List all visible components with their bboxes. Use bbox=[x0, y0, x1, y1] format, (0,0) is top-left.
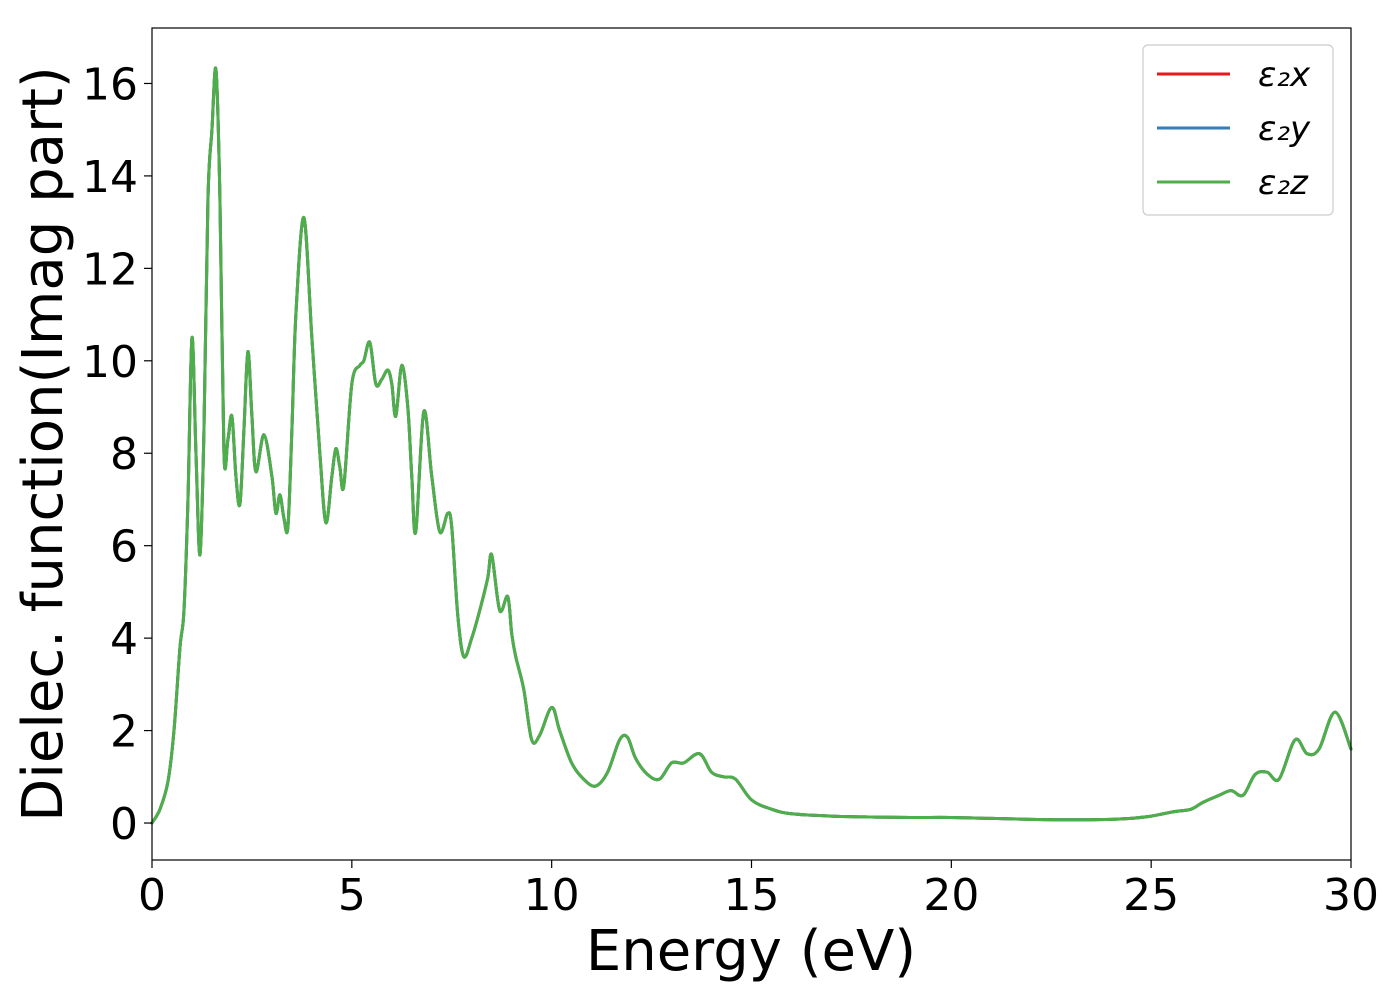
y-tick-label: 8 bbox=[110, 429, 138, 480]
legend: ε₂x ε₂y ε₂z bbox=[1142, 44, 1334, 216]
x-axis-label: Energy (eV) bbox=[586, 919, 916, 984]
x-axis: 0 5 10 15 20 25 30 bbox=[138, 860, 1379, 921]
y-axis: 0 2 4 6 8 10 12 14 16 bbox=[82, 59, 152, 850]
x-tick-label: 25 bbox=[1123, 870, 1179, 921]
y-tick-label: 4 bbox=[110, 614, 138, 665]
y-tick-label: 10 bbox=[82, 337, 138, 388]
x-tick-label: 20 bbox=[923, 870, 979, 921]
series-line-3 bbox=[150, 66, 1353, 825]
legend-label-1: ε₂x bbox=[1258, 55, 1311, 95]
y-tick-label: 6 bbox=[110, 522, 138, 573]
y-tick-label: 0 bbox=[110, 799, 138, 850]
legend-box bbox=[1142, 44, 1334, 216]
y-tick-label: 2 bbox=[110, 707, 138, 758]
x-tick-label: 10 bbox=[524, 870, 580, 921]
y-tick-label: 16 bbox=[82, 59, 138, 110]
y-tick-label: 14 bbox=[82, 152, 138, 203]
x-tick-label: 30 bbox=[1323, 870, 1379, 921]
x-tick-label: 0 bbox=[138, 870, 166, 921]
y-tick-label: 12 bbox=[82, 244, 138, 295]
y-axis-label: Dielec. function(Imag part) bbox=[11, 66, 76, 822]
series-layer bbox=[150, 66, 1353, 825]
x-tick-label: 5 bbox=[338, 870, 366, 921]
x-tick-label: 15 bbox=[724, 870, 780, 921]
legend-label-2: ε₂y bbox=[1258, 109, 1311, 149]
legend-label-3: ε₂z bbox=[1258, 163, 1309, 203]
